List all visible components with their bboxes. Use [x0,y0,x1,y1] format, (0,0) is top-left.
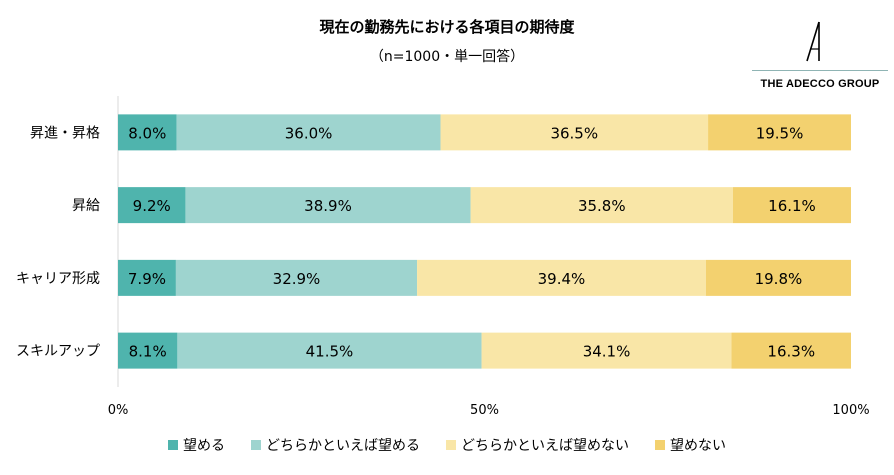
bar-segment [118,332,178,369]
category-label: 昇進・昇格 [30,125,100,141]
legend-item: どちらかといえば望めない [446,435,629,455]
data-label: 36.0% [285,124,333,142]
category-label: キャリア形成 [16,271,100,287]
legend-swatch [251,440,261,450]
legend-label: どちらかといえば望める [266,438,420,454]
data-label: 19.8% [755,270,803,288]
bar-segment [731,332,851,369]
legend-label: どちらかといえば望めない [461,438,629,454]
bar-segment [118,114,177,151]
data-label: 16.1% [768,197,816,215]
data-label: 19.5% [756,124,804,142]
bar-segment [732,187,851,224]
legend-label: 望めない [670,438,726,454]
brand-logo: THE ADECCO GROUP [752,16,888,96]
legend-item: 望めない [655,435,726,455]
legend-label: 望める [183,438,225,454]
bar-segment [118,187,186,224]
data-label: 39.4% [538,270,586,288]
data-label: 9.2% [133,197,171,215]
bar-segment [177,332,482,369]
category-label: 昇給 [72,198,100,214]
bar-segment [118,259,176,296]
bar-segment [185,187,471,224]
legend-item: 望める [168,435,225,455]
data-label: 35.8% [578,197,626,215]
bar-segment [705,259,851,296]
bar-segment [470,187,733,224]
data-label: 34.1% [583,343,631,361]
bar-segment [176,114,441,151]
data-label: 41.5% [306,343,354,361]
legend: 望める どちらかといえば望める どちらかといえば望めない 望めない [0,435,894,455]
legend-swatch [168,440,178,450]
adecco-a-icon [806,21,820,62]
data-label: 7.9% [128,270,166,288]
chart-title: 現在の勤務先における各項目の期待度 [319,18,575,36]
data-label: 38.9% [304,197,352,215]
data-label: 16.3% [767,343,815,361]
bar-segment [481,332,732,369]
brand-name: THE ADECCO GROUP [760,78,880,90]
x-tick-label: 50% [470,403,499,418]
bar-segment [440,114,709,151]
legend-swatch [655,440,665,450]
brand-divider [752,70,888,71]
x-tick-label: 100% [832,403,869,418]
data-label: 8.1% [129,343,167,361]
legend-item: どちらかといえば望める [251,435,420,455]
x-tick-label: 0% [108,403,129,418]
data-label: 32.9% [273,270,321,288]
chart-subtitle: （n=1000・単一回答） [369,49,525,65]
data-label: 8.0% [128,124,166,142]
data-label: 36.5% [550,124,598,142]
legend-swatch [446,440,456,450]
bar-segment [708,114,851,151]
category-label: スキルアップ [16,344,100,360]
bar-segment [175,259,418,296]
bar-segment [417,259,706,296]
